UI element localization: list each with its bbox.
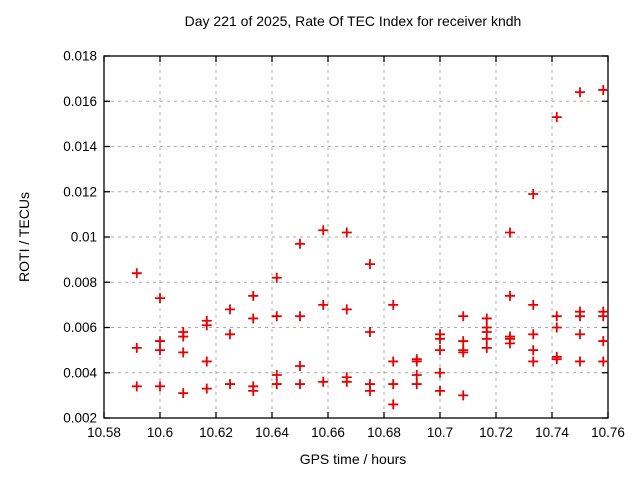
data-point-marker (155, 381, 165, 392)
data-point-marker (435, 385, 445, 396)
x-tick-label: 10.64 (255, 425, 289, 440)
data-point-marker (225, 379, 235, 390)
data-point-marker (295, 238, 305, 249)
y-tick-label: 0.014 (63, 139, 97, 154)
data-point-marker (481, 333, 492, 344)
data-point-marker (598, 84, 609, 95)
data-point-marker (458, 390, 469, 401)
chart-title: Day 221 of 2025, Rate Of TEC Index for r… (184, 13, 522, 29)
data-point-marker (598, 336, 609, 347)
data-point-marker (295, 311, 305, 322)
data-point-marker (551, 354, 562, 365)
data-point-marker (178, 331, 189, 342)
x-tick-label: 10.7 (427, 425, 453, 440)
data-point-marker (575, 329, 585, 340)
data-point-marker (248, 313, 259, 324)
data-point-marker (248, 385, 259, 396)
data-point-marker (131, 381, 142, 392)
data-point-marker (225, 329, 235, 340)
data-point-marker (155, 345, 165, 356)
data-point-marker (481, 313, 492, 324)
y-tick-label: 0.002 (63, 411, 97, 426)
data-point-marker (201, 356, 212, 367)
data-point-marker (178, 388, 189, 399)
x-tick-label: 10.6 (147, 425, 173, 440)
data-point-marker (411, 370, 422, 381)
data-point-marker (388, 356, 399, 367)
data-point-marker (551, 311, 562, 322)
data-point-marker (505, 227, 515, 238)
x-tick-label: 10.58 (87, 425, 121, 440)
data-point-marker (365, 385, 375, 396)
data-point-marker (178, 347, 189, 358)
x-tick-label: 10.74 (535, 425, 569, 440)
data-point-marker (271, 379, 282, 390)
data-point-marker (528, 345, 539, 356)
data-point-marker (155, 293, 165, 304)
data-point-marker (131, 342, 142, 353)
y-tick-label: 0.018 (63, 49, 97, 64)
x-tick-label: 10.72 (479, 425, 513, 440)
x-tick-label: 10.68 (367, 425, 401, 440)
y-tick-label: 0.016 (63, 94, 97, 109)
data-point-marker (435, 333, 445, 344)
data-point-marker (575, 311, 585, 322)
x-tick-label: 10.76 (591, 425, 625, 440)
data-point-marker (318, 299, 329, 310)
data-point-marker (365, 327, 375, 338)
y-tick-label: 0.006 (63, 320, 97, 335)
data-point-marker (528, 189, 539, 200)
y-tick-label: 0.012 (63, 184, 97, 199)
data-point-marker (295, 360, 305, 371)
x-tick-label: 10.66 (311, 425, 345, 440)
data-point-marker (411, 356, 422, 367)
data-point-marker (528, 329, 539, 340)
data-point-marker (551, 322, 562, 333)
data-point-marker (271, 272, 282, 283)
data-point-marker (411, 379, 422, 390)
y-tick-label: 0.01 (71, 230, 97, 245)
data-point-marker (201, 383, 212, 394)
data-point-marker (388, 399, 399, 410)
data-point-marker (551, 112, 562, 123)
data-point-marker (271, 370, 282, 381)
data-point-marker (341, 304, 352, 315)
data-point-marker (505, 338, 515, 349)
data-point-marker (271, 311, 282, 322)
data-point-marker (575, 356, 585, 367)
x-axis-title: GPS time / hours (299, 451, 407, 467)
data-point-marker (131, 268, 142, 279)
data-point-marker (435, 367, 445, 378)
data-point-marker (201, 320, 212, 331)
data-point-marker (365, 259, 375, 270)
x-tick-label: 10.62 (199, 425, 233, 440)
data-point-marker (318, 376, 329, 387)
data-point-marker (528, 356, 539, 367)
data-point-marker (598, 311, 609, 322)
y-tick-label: 0.008 (63, 275, 97, 290)
y-tick-label: 0.004 (63, 365, 97, 380)
data-point-marker (458, 347, 469, 358)
data-point-marker (528, 299, 539, 310)
data-point-marker (341, 227, 352, 238)
data-point-marker (505, 290, 515, 301)
data-point-marker (295, 379, 305, 390)
data-point-marker (458, 311, 469, 322)
data-point-marker (248, 290, 259, 301)
data-point-marker (458, 336, 469, 347)
data-point-marker (388, 299, 399, 310)
data-point-marker (341, 376, 352, 387)
data-point-marker (225, 304, 235, 315)
data-point-marker (318, 225, 329, 236)
data-point-marker (155, 336, 165, 347)
data-point-marker (481, 342, 492, 353)
data-point-marker (435, 345, 445, 356)
data-point-marker (575, 87, 585, 98)
data-point-marker (388, 379, 399, 390)
data-point-marker (598, 356, 609, 367)
